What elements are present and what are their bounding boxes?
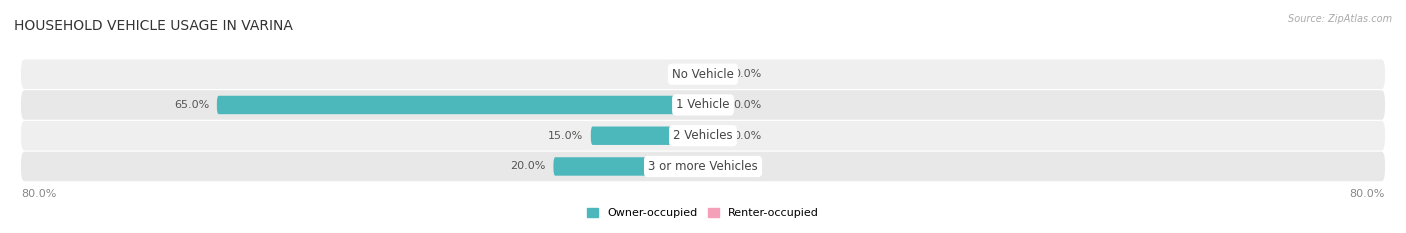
FancyBboxPatch shape: [21, 59, 1385, 89]
Text: No Vehicle: No Vehicle: [672, 68, 734, 81]
Text: 0.0%: 0.0%: [733, 69, 761, 79]
Text: Source: ZipAtlas.com: Source: ZipAtlas.com: [1288, 14, 1392, 24]
Text: 20.0%: 20.0%: [510, 161, 546, 171]
Text: 1 Vehicle: 1 Vehicle: [676, 99, 730, 111]
Text: 3 or more Vehicles: 3 or more Vehicles: [648, 160, 758, 173]
FancyBboxPatch shape: [703, 157, 725, 176]
Text: 80.0%: 80.0%: [21, 188, 56, 199]
Text: 15.0%: 15.0%: [548, 131, 583, 141]
FancyBboxPatch shape: [703, 96, 725, 114]
FancyBboxPatch shape: [21, 152, 1385, 181]
Text: 0.0%: 0.0%: [668, 69, 696, 79]
FancyBboxPatch shape: [217, 96, 703, 114]
Text: 0.0%: 0.0%: [733, 100, 761, 110]
Text: HOUSEHOLD VEHICLE USAGE IN VARINA: HOUSEHOLD VEHICLE USAGE IN VARINA: [14, 19, 292, 33]
Text: 80.0%: 80.0%: [1350, 188, 1385, 199]
FancyBboxPatch shape: [554, 157, 703, 176]
Legend: Owner-occupied, Renter-occupied: Owner-occupied, Renter-occupied: [582, 204, 824, 223]
FancyBboxPatch shape: [703, 127, 725, 145]
Text: 0.0%: 0.0%: [733, 131, 761, 141]
FancyBboxPatch shape: [21, 121, 1385, 151]
FancyBboxPatch shape: [591, 127, 703, 145]
Text: 65.0%: 65.0%: [174, 100, 209, 110]
FancyBboxPatch shape: [21, 90, 1385, 120]
Text: 2 Vehicles: 2 Vehicles: [673, 129, 733, 142]
Text: 0.0%: 0.0%: [733, 161, 761, 171]
FancyBboxPatch shape: [703, 65, 725, 83]
